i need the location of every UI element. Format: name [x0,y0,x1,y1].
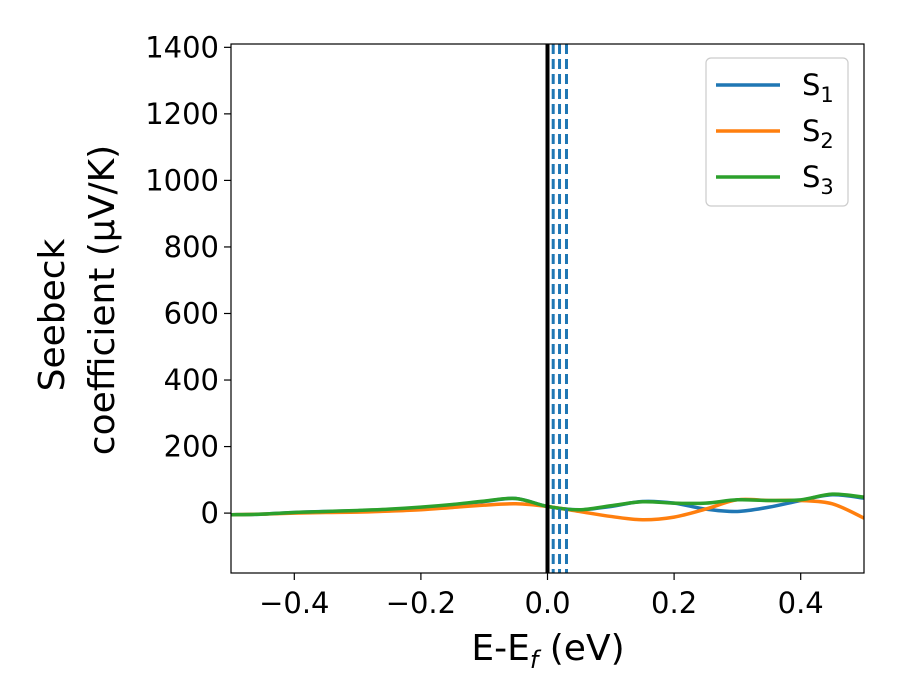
legend: S1 S2 S3 [705,57,849,207]
legend-sub-s3: 3 [820,175,833,199]
plot-area [231,44,864,573]
y-tick-label: 1400 [145,30,219,64]
legend-label-s2: S [802,114,820,148]
legend-entry-s2: S2 [716,114,834,153]
legend-entry-s3: S3 [716,160,834,199]
x-axis: −0.4 −0.2 0.0 0.2 0.4 [259,573,824,620]
y-tick-label: 0 [201,496,219,530]
legend-sub-s2: 2 [820,129,833,153]
y-tick-label: 1000 [145,163,219,197]
y-axis-title-line1: Seebeck [32,238,73,391]
legend-label-s3: S [802,160,820,194]
y-tick-label: 1200 [145,97,219,131]
y-tick-label: 200 [164,430,219,464]
y-tick-label: 600 [164,296,219,330]
svg-text:S1: S1 [802,68,834,107]
svg-text:S3: S3 [802,160,834,199]
x-tick-label: −0.2 [386,586,456,620]
y-axis: 0 200 400 600 800 1000 1200 1400 [145,30,231,530]
y-tick-label: 800 [164,230,219,264]
y-tick-label: 400 [164,363,219,397]
svg-text:S2: S2 [802,114,834,153]
x-tick-label: 0.2 [651,586,697,620]
x-tick-label: −0.4 [259,586,329,620]
x-tick-label: 0.0 [524,586,570,620]
legend-entry-s1: S1 [716,68,834,107]
x-tick-label: 0.4 [778,586,824,620]
x-axis-title: E-Ef (eV) [471,628,624,674]
legend-sub-s1: 1 [820,83,833,107]
legend-label-s1: S [802,68,820,102]
y-axis-title-line2: coefficient (μV/K) [82,145,123,455]
